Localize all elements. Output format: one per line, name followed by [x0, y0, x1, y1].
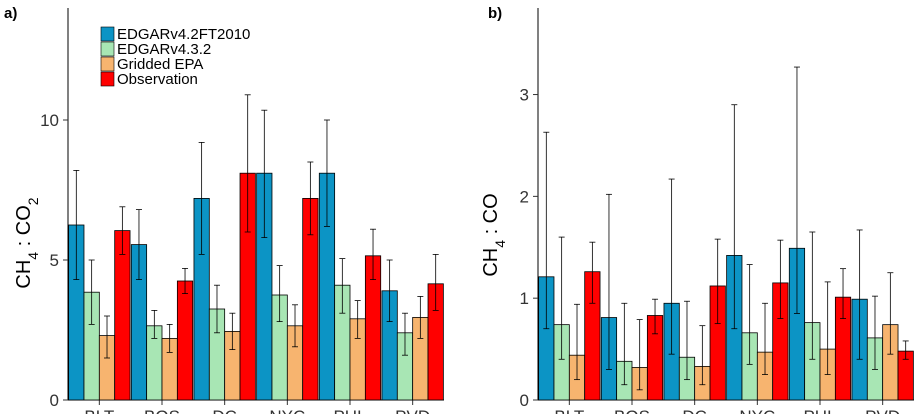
legend-label: Gridded EPA: [117, 56, 203, 73]
x-tick-label: PHL: [803, 407, 836, 414]
y-tick-label: 0: [520, 391, 529, 410]
legend-label: EDGARv4.2FT2010: [117, 26, 250, 43]
legend-label: Observation: [117, 71, 198, 88]
y-tick-label: 10: [40, 111, 59, 130]
panel-b-tag: b): [488, 5, 502, 22]
panel-a-tag: a): [4, 5, 17, 22]
legend-label: EDGARv4.3.2: [117, 41, 211, 58]
x-tick-label: DC: [212, 407, 237, 414]
panel-b: b) CH4 : CO 0 1 2 3 BLT BOS DC NYC PHL PVD: [480, 5, 914, 414]
x-tick-label: BOS: [144, 407, 180, 414]
panel-a-bars: [68, 94, 444, 401]
panel-b-ylabel: CH4 : CO: [480, 193, 508, 276]
y-tick-label: 0: [50, 391, 59, 410]
legend-swatch: [100, 56, 115, 72]
legend-swatch: [100, 26, 115, 42]
legend-swatch: [100, 41, 115, 57]
x-tick-label: PVD: [395, 407, 430, 414]
x-tick-label: NYC: [269, 407, 305, 414]
y-tick-label: 3: [520, 86, 529, 105]
x-tick-label: PVD: [865, 407, 900, 414]
bar: [114, 230, 131, 401]
panel-a: a) CH4 : CO2 0 5 10 BLT BOS DC NYC PHL PVD EDGAR…: [4, 5, 444, 414]
y-tick-label: 5: [50, 251, 59, 270]
y-tick-label: 1: [520, 289, 529, 308]
x-tick-label: DC: [682, 407, 707, 414]
bar: [176, 280, 194, 401]
x-tick-label: BOS: [614, 407, 650, 414]
panel-a-axes: 0 5 10 BLT BOS DC NYC PHL PVD: [40, 8, 444, 414]
x-tick-label: PHL: [333, 407, 366, 414]
panel-a-ylabel: CH4 : CO2: [13, 197, 41, 288]
panel-b-bars: [538, 66, 914, 401]
x-tick-label: BLT: [554, 407, 584, 414]
x-tick-label: NYC: [739, 407, 775, 414]
x-tick-label: BLT: [84, 407, 114, 414]
panel-b-axes: 0 1 2 3 BLT BOS DC NYC PHL PVD: [520, 8, 914, 414]
legend-swatch: [100, 71, 115, 87]
y-tick-label: 2: [520, 187, 529, 206]
